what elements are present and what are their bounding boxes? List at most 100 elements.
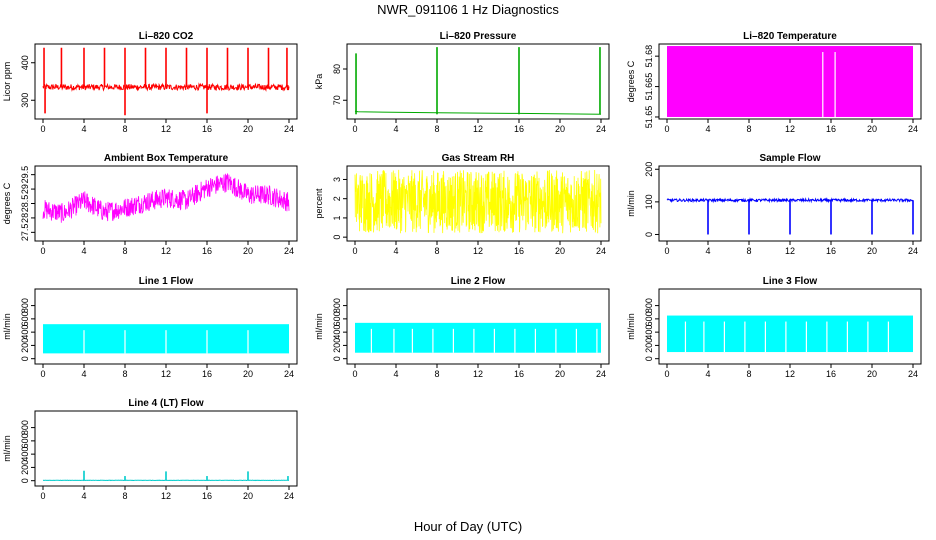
y-tick-label: 400 xyxy=(20,447,30,462)
x-tick-label: 0 xyxy=(664,124,669,134)
x-tick-label: 12 xyxy=(161,491,171,501)
panel-title: Li–820 Temperature xyxy=(743,31,837,42)
x-tick-label: 4 xyxy=(705,369,710,379)
panel-1: Li–820 CO2 0 4 8 12 16 20 24 300 400 Licor ppm xyxy=(2,31,298,134)
figure-x-axis-label: Hour of Day (UTC) xyxy=(414,519,522,534)
x-tick-label: 12 xyxy=(785,369,795,379)
x-tick-label: 8 xyxy=(746,124,751,134)
series-band xyxy=(355,322,601,353)
x-tick-label: 8 xyxy=(434,246,439,256)
data-series xyxy=(667,46,913,117)
y-tick-label: 0 xyxy=(20,356,30,361)
y-axis-label: ml/min xyxy=(2,435,12,462)
y-tick-label: 0 xyxy=(20,478,30,483)
panel-2: Li–820 Pressure 0 4 8 12 16 20 24 70 80 kPa xyxy=(314,31,610,134)
x-tick-label: 24 xyxy=(908,246,918,256)
y-tick-label: 29 xyxy=(20,184,30,194)
x-tick-label: 8 xyxy=(122,491,127,501)
y-tick-label: 200 xyxy=(20,338,30,353)
panel-title: Line 2 Flow xyxy=(451,276,506,287)
x-tick-label: 4 xyxy=(81,491,86,501)
x-tick-label: 24 xyxy=(284,369,294,379)
x-tick-label: 16 xyxy=(202,491,212,501)
y-axis-label: ml/min xyxy=(314,313,324,340)
x-tick-label: 20 xyxy=(555,246,565,256)
x-tick-label: 12 xyxy=(161,246,171,256)
x-tick-label: 24 xyxy=(908,369,918,379)
panel-10: Line 4 (LT) Flow 0 4 8 12 16 20 24 0 200400600800… xyxy=(2,398,298,501)
x-tick-label: 8 xyxy=(122,369,127,379)
x-tick-label: 4 xyxy=(705,246,710,256)
x-tick-label: 0 xyxy=(664,369,669,379)
y-tick-label: 51.68 xyxy=(644,45,654,68)
x-tick-label: 0 xyxy=(352,124,357,134)
x-tick-label: 16 xyxy=(514,124,524,134)
y-axis-label: ml/min xyxy=(626,190,636,217)
y-tick-label: 51.665 xyxy=(644,73,654,101)
y-tick-label: 28 xyxy=(20,213,30,223)
x-tick-label: 8 xyxy=(746,246,751,256)
y-tick-label: 600 xyxy=(20,311,30,326)
x-tick-label: 16 xyxy=(202,124,212,134)
panel-title: Line 4 (LT) Flow xyxy=(128,398,204,409)
y-tick-label: 0 xyxy=(644,232,654,237)
y-axis-label: ml/min xyxy=(626,313,636,340)
panel-title: Sample Flow xyxy=(759,153,820,164)
series-band xyxy=(667,46,913,117)
y-tick-label: 70 xyxy=(332,95,342,105)
x-tick-label: 0 xyxy=(664,246,669,256)
y-tick-label: 80 xyxy=(332,64,342,74)
x-tick-label: 20 xyxy=(555,369,565,379)
y-tick-label: 600 xyxy=(644,311,654,326)
y-axis-label: ml/min xyxy=(2,313,12,340)
x-tick-label: 16 xyxy=(202,369,212,379)
panel-title: Li–820 CO2 xyxy=(139,31,194,42)
x-tick-label: 16 xyxy=(514,369,524,379)
x-tick-label: 16 xyxy=(826,369,836,379)
y-tick-label: 0 xyxy=(644,356,654,361)
panel-title: Line 1 Flow xyxy=(139,276,194,287)
data-series xyxy=(354,169,602,234)
x-tick-label: 20 xyxy=(243,369,253,379)
data-series xyxy=(43,324,289,354)
series-line xyxy=(354,110,602,115)
x-tick-label: 24 xyxy=(284,491,294,501)
series-line xyxy=(42,173,290,223)
x-tick-label: 16 xyxy=(826,246,836,256)
x-tick-label: 0 xyxy=(40,491,45,501)
x-tick-label: 8 xyxy=(122,124,127,134)
data-series xyxy=(667,315,913,353)
plot-frame xyxy=(34,165,298,242)
panel-6: Sample Flow 0 4 8 12 16 20 24 0 100 200 ml/min xyxy=(626,153,922,256)
x-tick-label: 24 xyxy=(596,246,606,256)
x-tick-label: 16 xyxy=(514,246,524,256)
x-tick-label: 4 xyxy=(393,369,398,379)
x-tick-label: 20 xyxy=(243,491,253,501)
panel-title: Line 3 Flow xyxy=(763,276,818,287)
y-tick-label: 800 xyxy=(644,298,654,313)
data-series xyxy=(42,470,290,482)
y-tick-label: 400 xyxy=(20,55,30,70)
x-tick-label: 16 xyxy=(826,124,836,134)
y-tick-label: 200 xyxy=(20,460,30,475)
y-tick-label: 51.65 xyxy=(644,106,654,129)
x-tick-label: 24 xyxy=(596,369,606,379)
y-tick-label: 27.5 xyxy=(20,224,30,242)
x-tick-label: 4 xyxy=(705,124,710,134)
y-tick-label: 600 xyxy=(20,433,30,448)
x-tick-label: 24 xyxy=(908,124,918,134)
x-tick-label: 12 xyxy=(473,124,483,134)
x-tick-label: 12 xyxy=(161,369,171,379)
x-tick-label: 20 xyxy=(555,124,565,134)
panel-title: Li–820 Pressure xyxy=(440,31,517,42)
x-tick-label: 12 xyxy=(473,369,483,379)
x-tick-label: 8 xyxy=(746,369,751,379)
x-tick-label: 4 xyxy=(393,246,398,256)
data-series xyxy=(354,47,602,115)
y-tick-label: 0 xyxy=(332,235,342,240)
